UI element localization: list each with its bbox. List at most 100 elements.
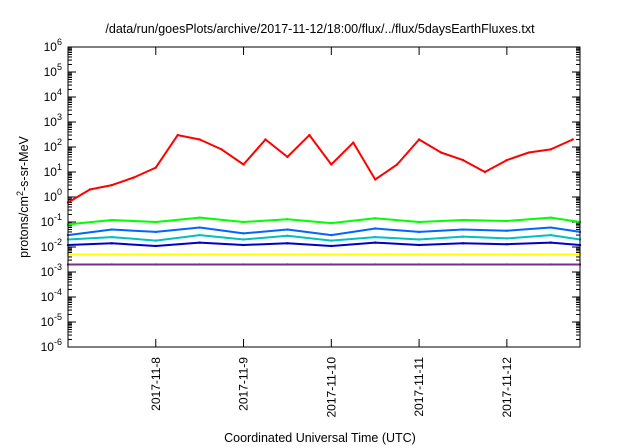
data-point: [242, 220, 245, 224]
data-point: [154, 220, 157, 224]
data-point: [461, 228, 465, 231]
data-point: [417, 138, 421, 141]
data-point: [176, 133, 179, 137]
data-point: [286, 253, 289, 256]
data-point: [198, 263, 201, 266]
plot-frame: [67, 46, 581, 348]
y-tick-label: 105: [44, 62, 62, 79]
data-point: [374, 241, 377, 244]
series-0: [66, 133, 574, 204]
data-point: [88, 188, 92, 191]
data-point: [330, 253, 333, 256]
data-point: [374, 263, 377, 266]
series-layer: [66, 133, 582, 266]
data-point: [198, 241, 201, 244]
data-point: [110, 263, 114, 266]
data-point: [330, 233, 333, 237]
series-4: [66, 241, 582, 248]
data-point: [198, 233, 201, 237]
data-point: [110, 253, 114, 256]
data-point: [220, 148, 223, 151]
data-point: [330, 239, 333, 242]
y-tick-label: 103: [44, 112, 62, 129]
data-point: [527, 151, 530, 154]
data-point: [505, 158, 509, 162]
data-point: [417, 253, 421, 256]
y-tick-label: 10-5: [41, 312, 62, 329]
series-3: [66, 233, 582, 242]
data-point: [154, 263, 157, 266]
data-point: [461, 235, 465, 238]
data-point: [110, 183, 114, 187]
series-1: [66, 216, 582, 226]
data-point: [242, 163, 245, 166]
series-2: [66, 226, 582, 237]
x-axis-label: Coordinated Universal Time (UTC): [224, 431, 416, 445]
data-point: [242, 263, 245, 266]
data-point: [417, 238, 421, 241]
data-point: [286, 234, 289, 238]
x-tick-label: 2017-11-12: [500, 357, 514, 418]
data-point: [286, 242, 289, 245]
data-point: [242, 253, 245, 256]
data-point: [549, 226, 552, 229]
data-point: [286, 217, 289, 221]
x-tick-label: 2017-11-11: [412, 357, 426, 417]
series-line: [67, 234, 581, 242]
data-point: [330, 263, 333, 266]
data-point: [374, 178, 377, 181]
y-tick-label: 10-6: [41, 337, 62, 354]
data-point: [374, 235, 377, 239]
data-point: [242, 232, 245, 235]
data-point: [395, 163, 399, 166]
data-point: [483, 170, 487, 174]
data-point: [352, 141, 355, 144]
data-point: [154, 244, 157, 248]
series-line: [67, 216, 581, 226]
data-point: [286, 228, 289, 231]
data-point: [549, 233, 552, 237]
data-point: [308, 133, 311, 137]
data-point: [549, 241, 552, 244]
chart-title: /data/run/goesPlots/archive/2017-11-12/1…: [105, 22, 535, 36]
data-point: [198, 226, 201, 229]
y-axis-label: protons/cm2-s-sr-MeV: [15, 135, 31, 257]
data-point: [374, 217, 377, 220]
y-tick-label: 101: [44, 162, 62, 179]
data-point: [461, 218, 465, 222]
x-axis: 2017-11-8 2017-11-9 2017-11-10 2017-11-11 20…: [149, 47, 514, 418]
data-point: [242, 238, 245, 241]
data-point: [417, 220, 421, 224]
data-point: [110, 228, 114, 231]
data-point: [439, 151, 443, 154]
data-point: [549, 216, 552, 219]
y-tick-label: 10-4: [41, 287, 62, 304]
y-tick-label: 100: [44, 187, 62, 204]
data-point: [264, 138, 267, 141]
data-point: [549, 148, 552, 151]
data-point: [417, 263, 421, 266]
y-axis: 10-6 10-5 10-4 10-3 10-2 10-1 100 101 102 103 104 1…: [41, 37, 580, 354]
y-tick-label: 10-1: [41, 212, 62, 229]
data-point: [198, 138, 201, 141]
y-tick-label: 104: [44, 87, 62, 104]
data-point: [154, 253, 157, 256]
data-point: [286, 263, 289, 266]
data-point: [417, 243, 421, 247]
data-point: [505, 263, 509, 266]
data-point: [374, 253, 377, 256]
data-point: [132, 176, 136, 179]
data-point: [417, 230, 421, 234]
data-point: [461, 263, 465, 266]
data-point: [110, 242, 114, 245]
data-point: [110, 218, 114, 222]
data-point: [198, 253, 201, 256]
series-line: [67, 134, 574, 204]
data-point: [461, 158, 465, 162]
data-point: [549, 253, 552, 256]
data-point: [505, 253, 509, 256]
series-line: [67, 226, 581, 237]
y-tick-label: 10-3: [41, 262, 62, 279]
series-5: [66, 253, 582, 256]
